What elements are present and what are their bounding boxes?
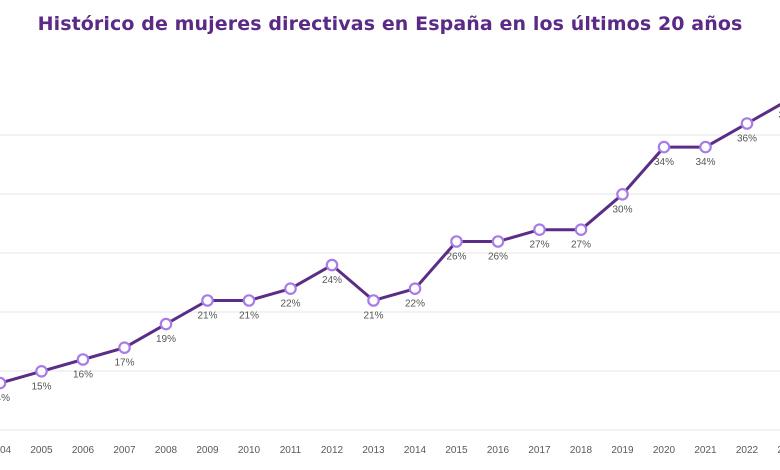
data-point [76,353,90,366]
series-line-group [0,103,780,385]
data-label: 22% [405,299,425,310]
x-tick-label: 2011 [280,445,302,456]
data-label: 22% [280,299,300,310]
data-point [657,140,671,154]
data-point [0,376,7,390]
data-point [159,317,173,331]
data-label: 27% [529,240,549,251]
data-label: 26% [446,252,466,263]
data-label: 26% [488,252,508,263]
x-tick-label: 2005 [30,445,53,456]
x-tick-label: 2017 [528,445,551,456]
data-point [699,140,712,154]
data-points [0,117,754,390]
x-tick-label: 2015 [445,445,468,456]
series-line [0,103,780,385]
x-tick-label: 2008 [155,445,178,456]
data-label: 34% [654,157,674,168]
data-point [533,223,546,236]
x-tick-label: 2020 [653,445,676,456]
x-tick-label: 2013 [362,445,385,456]
data-label: 36% [737,134,757,145]
data-label: 34% [695,157,715,168]
gridlines [0,134,780,431]
x-tick-label: 2009 [196,445,219,456]
chart-title: Histórico de mujeres directivas en Españ… [37,13,743,35]
data-point [201,294,214,307]
data-point [574,223,588,236]
data-point [616,188,629,201]
x-tick-label: 2004 [0,445,12,456]
data-label: 27% [571,240,591,251]
x-tick-label: 2023 [777,445,780,456]
data-label: 24% [322,275,342,286]
x-tick-label: 2022 [736,445,759,456]
data-point [325,258,339,272]
data-label: 38% [778,110,780,121]
data-label: 15% [31,381,51,392]
data-label: 21% [197,311,217,322]
data-label: 16% [73,370,93,381]
x-tick-label: 2006 [72,445,95,456]
x-tick-label: 2016 [487,445,510,456]
x-tick-label: 2021 [694,445,717,456]
x-tick-label: 2018 [570,445,593,456]
data-point [740,117,754,130]
data-point [491,235,505,248]
data-label: 21% [363,311,383,322]
data-label: 19% [156,334,176,345]
data-label: 14% [0,393,10,404]
x-tick-label: 2010 [238,445,261,456]
x-tick-label: 2007 [113,445,136,456]
data-label: 21% [239,311,259,322]
data-point [284,282,297,295]
data-label: 17% [114,358,134,369]
data-point [35,364,48,378]
data-point [367,294,380,307]
data-point [242,294,256,307]
data-labels: 14% 15% 16% 17% 19% 21% 21% 22% 24% 21% 22% 26% 26% 2… [0,110,780,404]
x-tick-label: 2014 [404,445,427,456]
data-label: 30% [612,204,632,215]
x-tick-label: 2012 [321,445,344,456]
data-point [408,282,422,295]
x-tick-label: 2019 [611,445,634,456]
data-point [118,341,131,354]
data-point [450,235,463,248]
x-axis-ticks: 2004 2005 2006 2007 2008 2009 2010 2011 2012 2013… [0,445,780,456]
